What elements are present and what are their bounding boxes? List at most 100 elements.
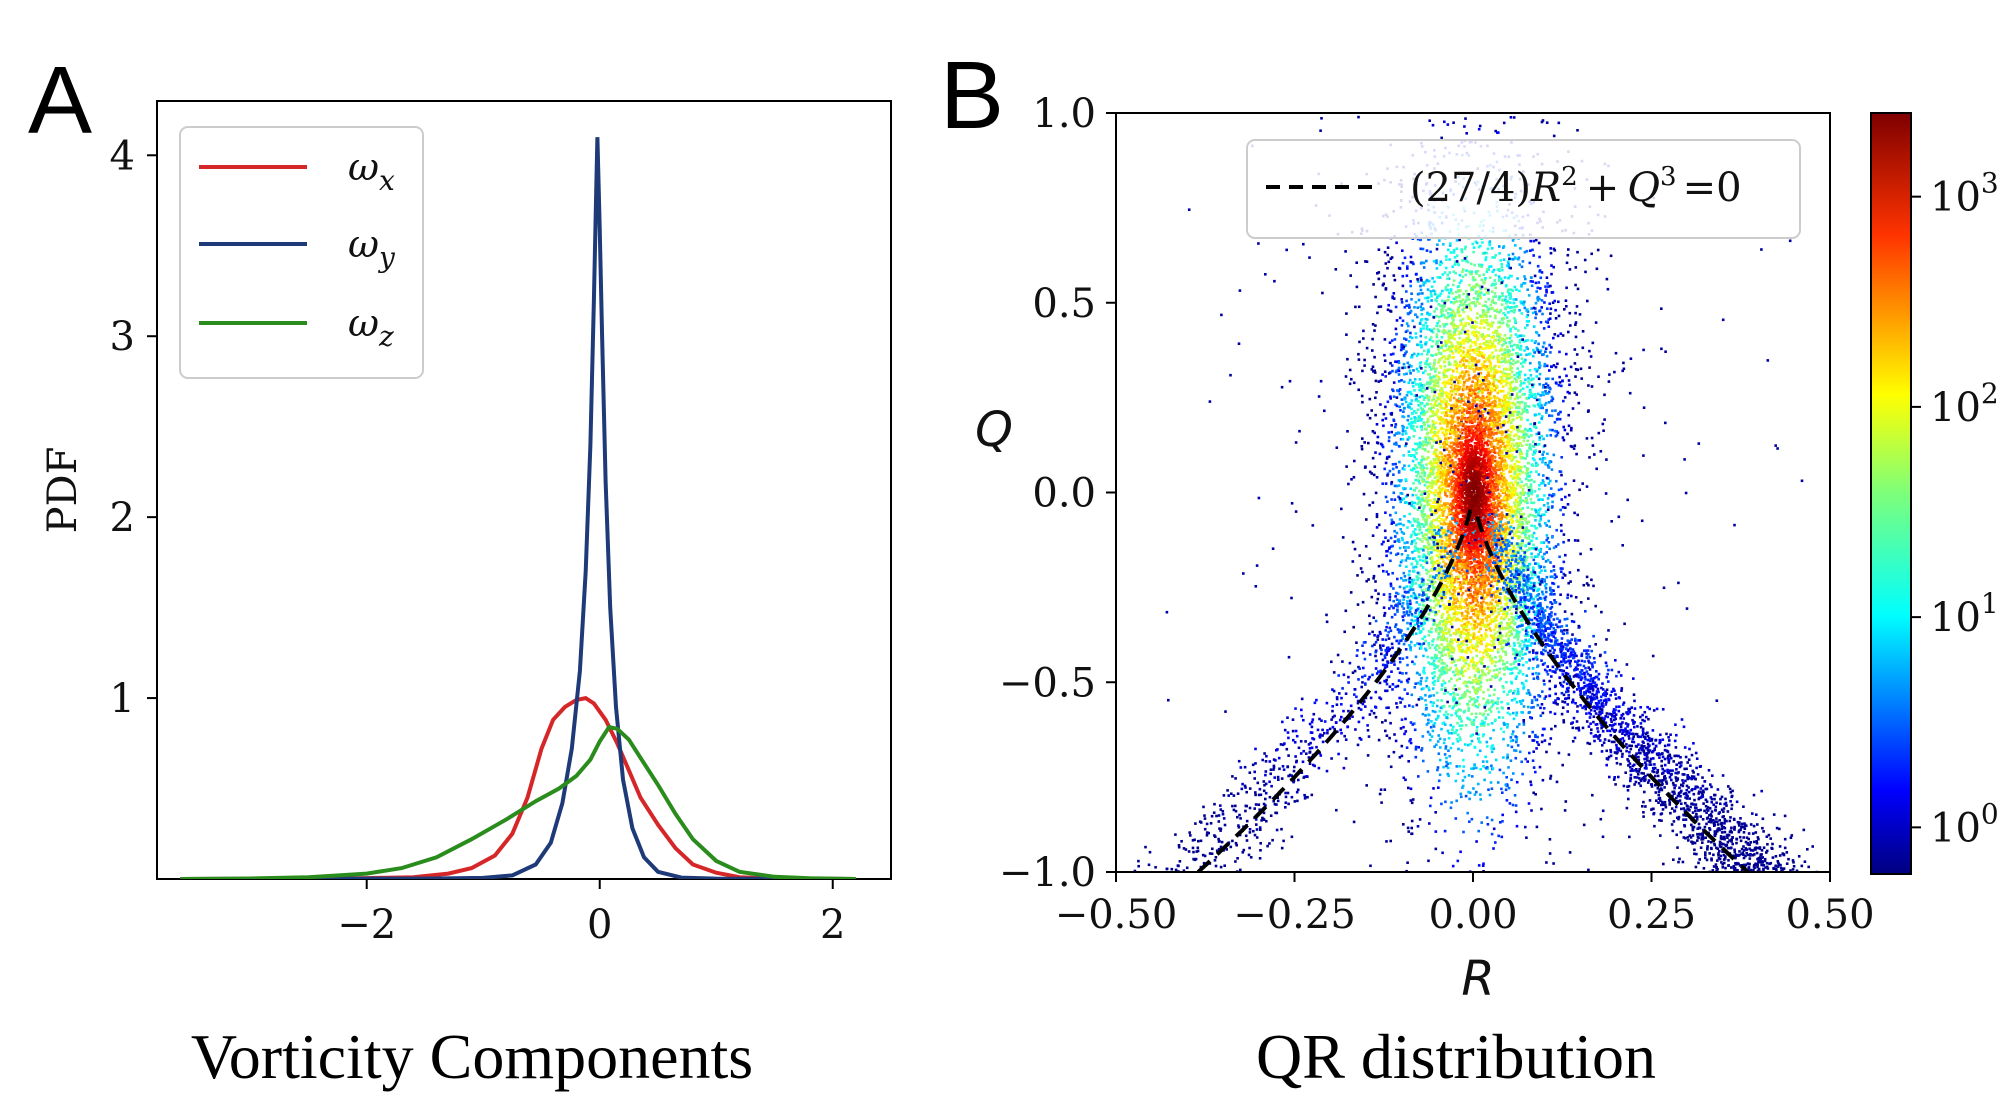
density-point	[1386, 472, 1390, 476]
density-point	[1485, 315, 1488, 318]
density-point	[1496, 391, 1500, 395]
density-point	[1447, 523, 1450, 526]
density-point	[1480, 399, 1484, 403]
density-point	[1447, 654, 1451, 657]
density-point	[1499, 599, 1502, 602]
density-point	[1463, 372, 1467, 375]
density-point	[1465, 385, 1469, 389]
density-point	[1351, 671, 1355, 674]
density-point	[1387, 436, 1391, 439]
density-point	[1494, 596, 1497, 600]
density-point	[1487, 346, 1491, 350]
density-point	[1416, 237, 1420, 241]
density-point	[1518, 347, 1522, 351]
density-point	[1494, 487, 1497, 491]
density-point	[1427, 503, 1431, 506]
density-point	[1427, 493, 1431, 496]
density-point	[1445, 322, 1449, 326]
density-point	[1507, 311, 1510, 314]
density-point	[1493, 501, 1497, 505]
density-point	[1505, 549, 1508, 553]
density-point	[1482, 690, 1485, 694]
density-point	[1464, 794, 1468, 798]
density-point	[1506, 420, 1510, 424]
density-point	[1477, 429, 1481, 432]
density-point	[1529, 644, 1532, 647]
density-point	[1436, 276, 1440, 279]
density-point	[1442, 509, 1445, 513]
density-point	[1472, 389, 1475, 392]
density-point	[1439, 706, 1443, 710]
density-point	[1551, 500, 1554, 504]
density-point	[1490, 290, 1494, 293]
density-point	[1506, 491, 1510, 494]
density-point	[1465, 658, 1468, 662]
density-point	[1497, 527, 1501, 530]
density-point	[1412, 262, 1415, 266]
density-point	[1413, 662, 1416, 666]
density-point	[1551, 409, 1554, 413]
density-point	[1465, 598, 1469, 601]
density-point	[1428, 442, 1432, 445]
density-point	[1440, 654, 1444, 657]
density-point	[1399, 500, 1402, 504]
density-point	[1383, 788, 1387, 791]
density-point	[1440, 455, 1443, 459]
density-point	[1513, 308, 1517, 312]
density-point	[1512, 427, 1515, 431]
density-point	[1493, 416, 1496, 420]
density-point	[1440, 662, 1443, 665]
density-point	[1476, 705, 1480, 709]
density-point	[1505, 498, 1508, 502]
density-point	[1518, 644, 1522, 648]
density-point	[1427, 536, 1430, 539]
density-point	[1468, 718, 1472, 721]
density-point	[1521, 711, 1524, 714]
density-point	[1449, 634, 1452, 637]
density-point	[1509, 295, 1512, 298]
density-point	[1549, 588, 1552, 592]
density-point	[1512, 444, 1516, 448]
density-point	[1540, 703, 1544, 706]
density-point	[1507, 433, 1510, 436]
x-tick-label: 2	[820, 902, 845, 948]
density-point	[1485, 365, 1489, 368]
density-point	[1501, 561, 1504, 564]
density-point	[1415, 367, 1419, 371]
density-point	[1570, 594, 1573, 598]
density-point	[1382, 412, 1386, 416]
density-point	[1498, 622, 1501, 625]
density-point	[1460, 593, 1464, 597]
density-point	[1449, 746, 1453, 750]
density-point	[1459, 738, 1462, 742]
density-point	[1556, 431, 1560, 435]
density-point	[1472, 391, 1475, 394]
density-point	[1443, 271, 1447, 274]
density-point	[1436, 559, 1440, 563]
density-point	[1507, 397, 1511, 400]
density-point	[1445, 405, 1448, 408]
density-point	[1442, 560, 1445, 563]
density-point	[1452, 651, 1455, 654]
density-point	[1430, 735, 1434, 738]
density-point	[1415, 615, 1419, 619]
density-point	[1453, 420, 1456, 424]
density-point	[1494, 286, 1497, 290]
density-point	[1460, 349, 1463, 353]
density-point	[1428, 489, 1431, 493]
density-point	[1517, 549, 1520, 553]
density-point	[1433, 465, 1436, 469]
density-point	[1402, 410, 1405, 413]
density-point	[1503, 338, 1507, 342]
density-point	[1474, 396, 1478, 399]
density-point	[1560, 384, 1563, 388]
density-point	[1506, 711, 1510, 715]
density-point	[1478, 650, 1482, 654]
density-point	[1411, 723, 1415, 726]
density-point	[1454, 639, 1458, 642]
density-point	[1458, 386, 1462, 389]
density-point	[1446, 348, 1449, 352]
density-point	[1444, 357, 1448, 361]
density-point	[1416, 681, 1420, 685]
density-point	[1459, 303, 1462, 307]
